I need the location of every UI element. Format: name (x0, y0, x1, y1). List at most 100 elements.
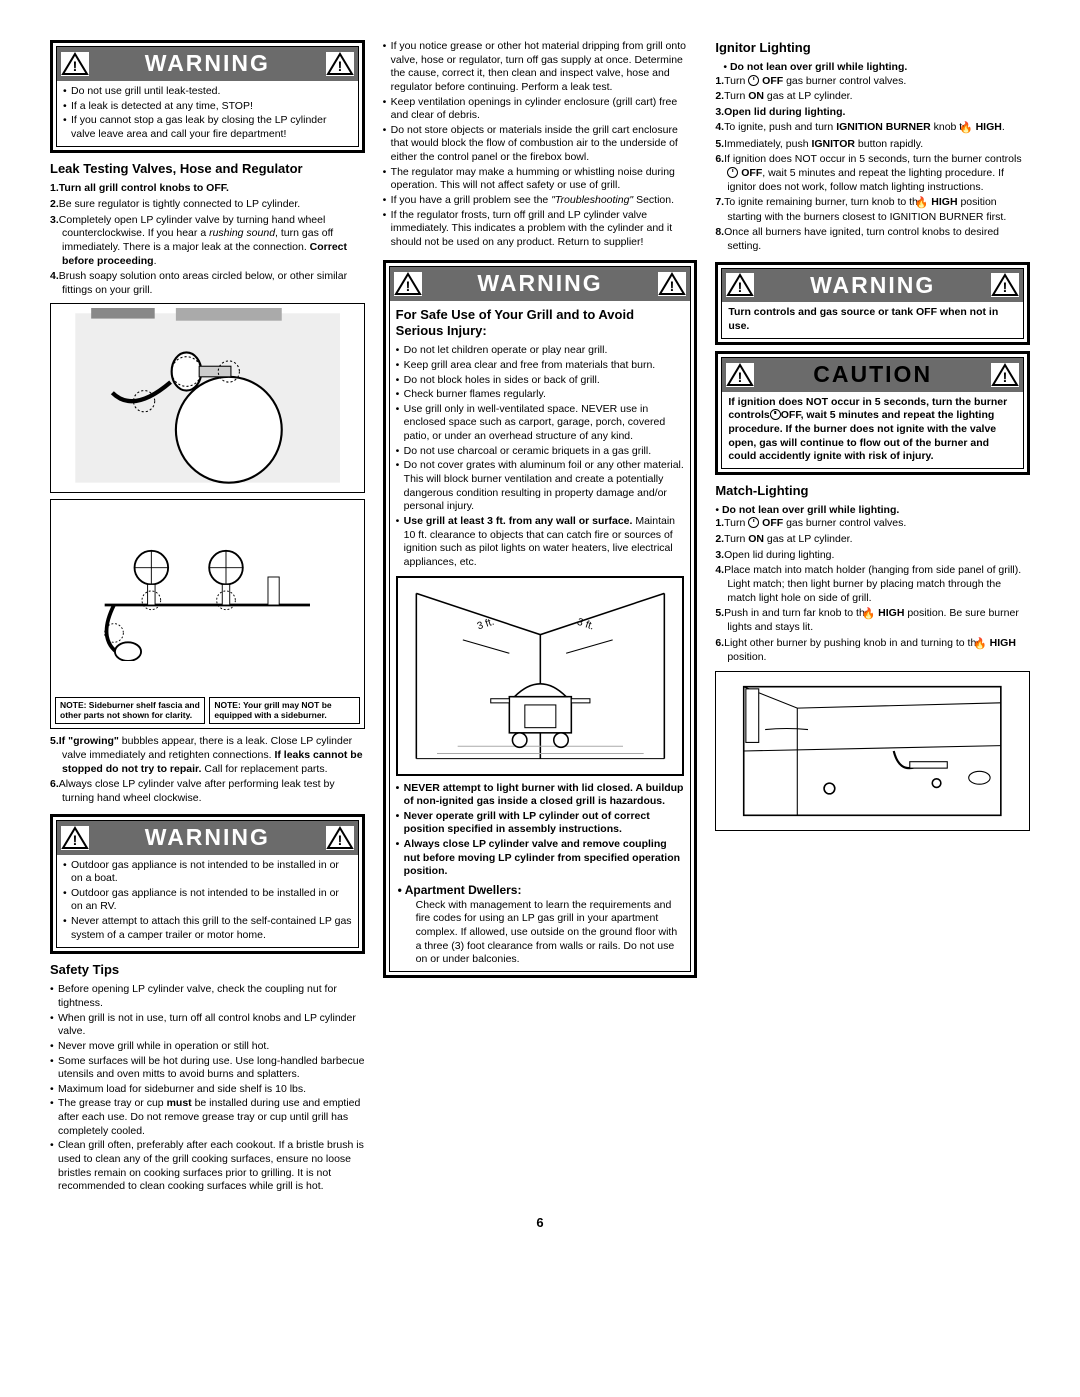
list-item: 5.Immediately, push IGNITOR button rapid… (715, 138, 1030, 152)
svg-text:!: ! (405, 278, 410, 294)
safe-use-title: For Safe Use of Your Grill and to Avoid … (396, 307, 685, 341)
list-item: When grill is not in use, turn off all c… (50, 1012, 365, 1039)
warning-box-4: ! WARNING ! Turn controls and gas source… (715, 262, 1030, 345)
list-item: Check burner flames regularly. (396, 388, 685, 402)
list-item: 3.Completely open LP cylinder valve by t… (50, 214, 365, 269)
warning-1-list: Do not use grill until leak-tested. If a… (63, 85, 352, 142)
match-steps: 1.Turn OFF gas burner control valves. 2.… (715, 517, 1030, 665)
safety-tips-title: Safety Tips (50, 962, 365, 979)
warning-triangle-icon: ! (326, 52, 354, 76)
list-item: 5.Push in and turn far knob to the 🔥 HIG… (715, 607, 1030, 635)
note-sideburner: NOTE: Sideburner shelf fascia and other … (55, 697, 205, 725)
list-item: Do not block holes in sides or back of g… (396, 374, 685, 388)
safe-use-list: Do not let children operate or play near… (396, 344, 685, 569)
svg-text:!: ! (1003, 279, 1008, 295)
list-item: 6.Always close LP cylinder valve after p… (50, 778, 365, 805)
svg-text:!: ! (670, 278, 675, 294)
column-3: Ignitor Lighting • Do not lean over gril… (715, 40, 1030, 1195)
list-item: Do not store objects or materials inside… (383, 124, 698, 165)
safety-tips-list: Before opening LP cylinder valve, check … (50, 983, 365, 1194)
warning-box-1: ! WARNING ! Do not use grill until leak-… (50, 40, 365, 153)
figure-regulator (50, 303, 365, 493)
warning-label: WARNING (89, 49, 326, 79)
list-item: If you notice grease or other hot materi… (383, 40, 698, 95)
figure-valves: NOTE: Sideburner shelf fascia and other … (50, 499, 365, 729)
list-item: 8.Once all burners have ignited, turn co… (715, 226, 1030, 253)
caution-text: If ignition does NOT occur in 5 seconds,… (728, 396, 1007, 463)
warning-triangle-icon: ! (726, 363, 754, 387)
list-item: Always close LP cylinder valve and remov… (396, 838, 685, 879)
list-item: The regulator may make a humming or whis… (383, 166, 698, 193)
warning-triangle-icon: ! (326, 826, 354, 850)
list-item: 2.Be sure regulator is tightly connected… (50, 198, 365, 212)
warning-triangle-icon: ! (61, 52, 89, 76)
ignitor-lead: Do not lean over grill while lighting. (730, 61, 907, 73)
list-item: 2.Turn ON gas at LP cylinder. (715, 533, 1030, 547)
list-item: Maximum load for sideburner and side she… (50, 1083, 365, 1097)
page-number: 6 (50, 1215, 1030, 1232)
warning-triangle-icon: ! (394, 272, 422, 296)
leak-steps-2: 5.If "growing" bubbles appear, there is … (50, 735, 365, 805)
warning-box-2: ! WARNING ! Outdoor gas appliance is not… (50, 814, 365, 955)
column-2: If you notice grease or other hot materi… (383, 40, 698, 1195)
match-lead: Do not lean over grill while lighting. (722, 504, 899, 516)
warning-2-list: Outdoor gas appliance is not intended to… (63, 859, 352, 943)
list-item: Never move grill while in operation or s… (50, 1040, 365, 1054)
note-equipped: NOTE: Your grill may NOT be equipped wit… (209, 697, 359, 725)
warning-4-text: Turn controls and gas source or tank OFF… (728, 306, 998, 332)
list-item: 3.Open lid during lighting. (715, 549, 1030, 563)
bold-warning-list: NEVER attempt to light burner with lid c… (396, 782, 685, 879)
list-item: If you have a grill problem see the "Tro… (383, 194, 698, 208)
list-item: Never attempt to attach this grill to th… (63, 915, 352, 942)
svg-text:!: ! (337, 832, 342, 848)
list-item: 4.Brush soapy solution onto areas circle… (50, 270, 365, 297)
svg-text:!: ! (337, 58, 342, 74)
svg-text:!: ! (738, 369, 743, 385)
list-item: If you cannot stop a gas leak by closing… (63, 114, 352, 141)
warning-triangle-icon: ! (991, 273, 1019, 297)
svg-text:!: ! (1003, 369, 1008, 385)
list-item: 6.Light other burner by pushing knob in … (715, 637, 1030, 665)
list-item: Some surfaces will be hot during use. Us… (50, 1055, 365, 1082)
list-item: Use grill only in well-ventilated space.… (396, 403, 685, 444)
list-item: Never operate grill with LP cylinder out… (396, 810, 685, 837)
caution-box: ! CAUTION ! If ignition does NOT occur i… (715, 351, 1030, 475)
list-item: Keep ventilation openings in cylinder en… (383, 96, 698, 123)
svg-text:!: ! (738, 279, 743, 295)
leak-steps-1: 1.Turn all grill control knobs to OFF. 2… (50, 182, 365, 297)
list-item: Outdoor gas appliance is not intended to… (63, 859, 352, 886)
list-item: 7.To ignite remaining burner, turn knob … (715, 196, 1030, 224)
warning-box-3: ! WARNING ! For Safe Use of Your Grill a… (383, 260, 698, 978)
svg-text:3 ft.: 3 ft. (476, 616, 496, 632)
warning-triangle-icon: ! (658, 272, 686, 296)
ignitor-steps: 1.Turn OFF gas burner control valves. 2.… (715, 75, 1030, 254)
warning-label: WARNING (422, 269, 659, 299)
list-item: 5.If "growing" bubbles appear, there is … (50, 735, 365, 776)
warning-triangle-icon: ! (991, 363, 1019, 387)
list-item: Do not use grill until leak-tested. (63, 85, 352, 99)
list-item: 6.If ignition does NOT occur in 5 second… (715, 153, 1030, 194)
apartment-title: • Apartment Dwellers: (398, 883, 685, 899)
svg-text:!: ! (73, 58, 78, 74)
list-item: The grease tray or cup must be installed… (50, 1097, 365, 1138)
column-1: ! WARNING ! Do not use grill until leak-… (50, 40, 365, 1195)
list-item: If a leak is detected at any time, STOP! (63, 100, 352, 114)
figure-grill-clearance: 3 ft. 3 ft. (396, 576, 685, 776)
list-item: 1.Turn all grill control knobs to OFF. (50, 182, 365, 196)
list-item: 1.Turn OFF gas burner control valves. (715, 517, 1030, 531)
list-item: Do not use charcoal or ceramic briquets … (396, 445, 685, 459)
svg-text:3 ft.: 3 ft. (575, 616, 595, 632)
continuation-list: If you notice grease or other hot materi… (383, 40, 698, 250)
warning-triangle-icon: ! (61, 826, 89, 850)
list-item: Do not cover grates with aluminum foil o… (396, 459, 685, 514)
caution-label: CAUTION (754, 360, 991, 390)
figure-match-holder (715, 671, 1030, 831)
list-item: Clean grill often, preferably after each… (50, 1139, 365, 1194)
list-item: 4.Place match into match holder (hanging… (715, 564, 1030, 605)
warning-label: WARNING (89, 823, 326, 853)
list-item: Do not let children operate or play near… (396, 344, 685, 358)
list-item: Before opening LP cylinder valve, check … (50, 983, 365, 1010)
list-item: Outdoor gas appliance is not intended to… (63, 887, 352, 914)
list-item: If the regulator frosts, turn off grill … (383, 209, 698, 250)
warning-label: WARNING (754, 271, 991, 301)
